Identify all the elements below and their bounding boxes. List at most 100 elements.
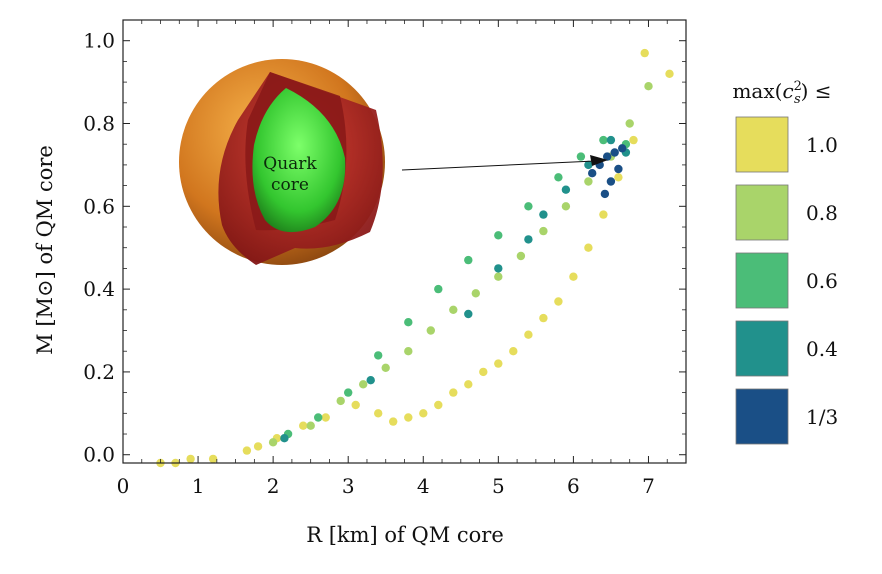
data-point bbox=[539, 226, 548, 236]
y-tick-label: 0.2 bbox=[83, 360, 115, 384]
data-point bbox=[344, 388, 353, 397]
data-point bbox=[208, 454, 218, 464]
plot-frame bbox=[122, 19, 687, 464]
data-point bbox=[449, 305, 458, 314]
legend-swatch bbox=[735, 252, 789, 309]
data-point bbox=[599, 135, 608, 145]
data-point bbox=[584, 160, 593, 170]
y-axis-label: M [M⊙] of QM core bbox=[33, 145, 57, 355]
data-point bbox=[280, 434, 289, 443]
data-point bbox=[524, 330, 533, 339]
data-point bbox=[494, 264, 503, 273]
data-point bbox=[253, 442, 263, 451]
legend-swatch bbox=[735, 320, 789, 377]
data-point bbox=[186, 454, 195, 464]
data-point bbox=[625, 119, 634, 128]
data-point bbox=[561, 185, 571, 194]
legend-label: 1/3 bbox=[806, 405, 838, 429]
data-point bbox=[516, 251, 526, 261]
annotation-arrow-line bbox=[401, 160, 596, 171]
y-tick-label: 0.4 bbox=[83, 277, 115, 301]
data-point bbox=[603, 152, 612, 161]
quark-label-line2: core bbox=[271, 175, 309, 195]
data-point bbox=[299, 421, 308, 430]
data-point bbox=[539, 210, 548, 219]
y-tick-label: 0.8 bbox=[83, 112, 115, 136]
data-point bbox=[366, 376, 375, 385]
data-point bbox=[606, 177, 616, 186]
data-point bbox=[434, 400, 443, 410]
data-point bbox=[268, 438, 278, 447]
star-cutaway-illustration: Quark core bbox=[179, 59, 608, 265]
data-point bbox=[539, 313, 548, 323]
x-tick-label: 0 bbox=[117, 474, 130, 498]
data-point bbox=[359, 380, 368, 389]
legend: max(c2 s) ≤ 1.0 0.8 0.6 0.4 1/3 bbox=[732, 79, 838, 445]
data-point bbox=[336, 396, 345, 406]
data-point bbox=[404, 413, 413, 422]
data-point bbox=[629, 135, 638, 145]
data-point bbox=[584, 243, 593, 252]
data-point bbox=[464, 380, 473, 389]
data-point bbox=[374, 351, 383, 360]
scatter-points bbox=[156, 48, 674, 468]
data-point bbox=[314, 413, 323, 422]
data-point bbox=[600, 189, 610, 199]
data-point bbox=[426, 326, 435, 335]
data-point bbox=[554, 297, 563, 306]
x-tick-label: 6 bbox=[567, 474, 580, 498]
data-point bbox=[321, 413, 330, 422]
data-point bbox=[404, 347, 413, 356]
data-point bbox=[374, 409, 383, 418]
data-point bbox=[381, 363, 390, 372]
data-point bbox=[471, 289, 480, 298]
legend-title: max(c2 s) ≤ bbox=[732, 79, 831, 107]
data-point bbox=[640, 48, 649, 58]
data-point bbox=[479, 367, 488, 377]
legend-label: 0.6 bbox=[806, 269, 838, 293]
legend-swatch bbox=[735, 116, 789, 173]
y-tick-label: 0.0 bbox=[83, 443, 115, 467]
data-point bbox=[588, 169, 597, 178]
data-point bbox=[404, 318, 413, 327]
quark-label-line1: Quark bbox=[263, 154, 317, 174]
data-point bbox=[389, 417, 398, 426]
data-point bbox=[554, 173, 563, 182]
legend-label: 0.8 bbox=[806, 201, 838, 225]
data-point bbox=[351, 400, 360, 410]
data-point bbox=[614, 173, 623, 182]
data-point bbox=[610, 148, 619, 157]
legend-swatch bbox=[735, 388, 789, 445]
y-tick-label: 0.6 bbox=[83, 194, 115, 218]
data-point bbox=[464, 309, 473, 319]
data-point bbox=[614, 164, 623, 174]
data-point bbox=[618, 144, 627, 153]
legend-label: 1.0 bbox=[806, 133, 838, 157]
annotation-arrowhead bbox=[590, 155, 608, 166]
x-tick-label: 5 bbox=[492, 474, 505, 498]
data-point bbox=[509, 347, 518, 356]
data-point bbox=[524, 202, 533, 211]
data-point bbox=[644, 82, 653, 91]
data-point bbox=[576, 152, 586, 161]
quark-core-shape bbox=[252, 88, 346, 233]
data-point bbox=[306, 421, 315, 430]
data-point bbox=[524, 235, 533, 244]
data-point bbox=[569, 272, 578, 281]
x-tick-label: 3 bbox=[342, 474, 355, 498]
data-point bbox=[242, 446, 252, 455]
x-tick-label: 2 bbox=[267, 474, 280, 498]
data-point bbox=[449, 388, 458, 397]
x-axis-label: R [km] of QM core bbox=[306, 523, 504, 547]
data-point bbox=[606, 135, 616, 145]
data-point bbox=[665, 69, 674, 79]
x-tick-label: 7 bbox=[642, 474, 655, 498]
x-tick-label: 4 bbox=[417, 474, 430, 498]
data-point bbox=[464, 255, 473, 265]
y-tick-label: 1.0 bbox=[83, 29, 115, 53]
data-point bbox=[434, 284, 443, 294]
x-tick-label: 1 bbox=[192, 474, 205, 498]
data-point bbox=[599, 210, 608, 219]
data-point bbox=[494, 359, 503, 368]
